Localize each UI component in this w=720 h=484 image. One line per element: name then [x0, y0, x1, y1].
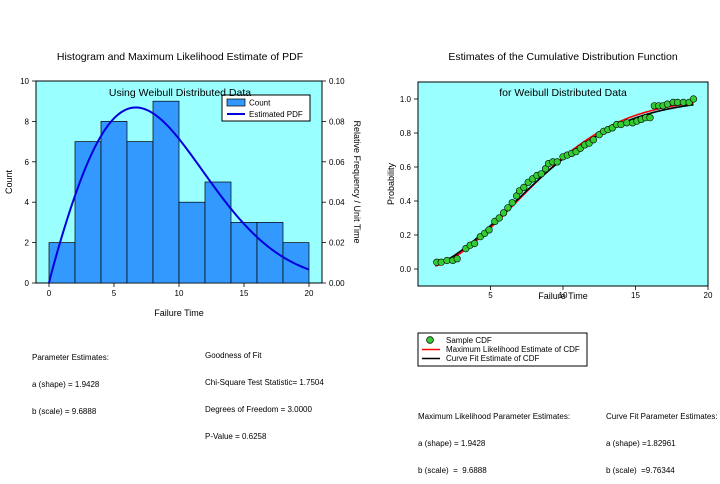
y-tick-label: 8	[25, 117, 30, 126]
y2-tick-label: 0.04	[329, 198, 345, 207]
cdf-title-line2: for Weibull Distributed Data	[499, 87, 627, 99]
histogram-bar	[48, 242, 76, 284]
cdf-title: Estimates of the Cumulative Distribution…	[403, 27, 720, 111]
histogram-axes: 0 5 10 15 20 0 2 4 6 8 10 0.00 0.02 0.04 0.06 0.08 0.10	[20, 77, 345, 298]
chi-square-statistic: Chi-Square Test Statistic= 1.7504	[205, 378, 324, 387]
sample-cdf-point	[504, 204, 512, 212]
cdf-y-tick-label: 0.4	[400, 197, 412, 206]
y-tick-label: 2	[25, 239, 30, 248]
sample-cdf-point	[553, 158, 561, 166]
x-tick-label: 5	[112, 289, 117, 298]
cdf-x-tick-label: 5	[488, 291, 493, 300]
estimated-pdf-line	[48, 106, 310, 284]
parameter-estimates-block: Parameter Estimates: a (shape) = 1.9428 …	[32, 335, 109, 425]
cdf-chart: 5 10 15 20 0.0 0.2 0.4 0.6 0.8 1.0 Failure Time P…	[386, 81, 713, 367]
histogram-bars	[48, 100, 310, 284]
y2-tick-label: 0.08	[329, 117, 345, 126]
histogram-bar	[126, 141, 154, 284]
y2-tick-label: 0.02	[329, 239, 345, 248]
cdf-legend: Sample CDF Maximum Likelihood Estimate o…	[417, 332, 588, 367]
parameter-estimates-heading: Parameter Estimates:	[32, 353, 109, 362]
cdf-x-tick-label: 20	[704, 291, 713, 300]
mle-shape-estimate: a (shape) = 1.9428	[418, 439, 486, 448]
cdf-x-tick-label: 15	[631, 291, 640, 300]
x-tick-label: 10	[175, 289, 184, 298]
y-tick-label: 0	[25, 279, 30, 288]
x-tick-label: 15	[240, 289, 249, 298]
histogram-bar	[282, 242, 310, 284]
x-tick-label: 0	[47, 289, 52, 298]
degrees-of-freedom: Degrees of Freedom = 3.0000	[205, 405, 312, 414]
histogram-bar	[74, 141, 102, 284]
shape-estimate: a (shape) = 1.9428	[32, 380, 100, 389]
y2-tick-label: 0.10	[329, 77, 345, 86]
histogram-legend: Count Estimated PDF	[221, 94, 311, 122]
legend-pdf-label: Estimated PDF	[249, 110, 303, 119]
legend-mle-cdf-label: Maximum Likelihood Estimate of CDF	[446, 345, 580, 354]
sample-cdf-point	[508, 199, 516, 207]
cdf-y-tick-label: 0.6	[400, 163, 412, 172]
sample-cdf-point	[453, 255, 461, 263]
histogram-bar	[256, 222, 284, 284]
y2-tick-label: 0.06	[329, 158, 345, 167]
legend-sample-cdf-label: Sample CDF	[446, 336, 492, 345]
cdf-y-axis-label: Probability	[386, 162, 396, 205]
legend-count-label: Count	[249, 99, 271, 108]
legend-sample-cdf-marker	[426, 336, 434, 344]
cdf-y-tick-label: 0.8	[400, 129, 412, 138]
sample-cdf-point	[537, 170, 545, 178]
fit-scale-estimate: b (scale) =9.76344	[606, 466, 675, 475]
scale-estimate: b (scale) = 9.6888	[32, 407, 97, 416]
sample-cdf-point	[470, 239, 479, 248]
y2-tick-label: 0.00	[329, 279, 345, 288]
cdf-axes: 5 10 15 20 0.0 0.2 0.4 0.6 0.8 1.0	[400, 95, 713, 300]
cdf-y-tick-label: 0.0	[400, 265, 412, 274]
histogram-bar	[100, 121, 128, 284]
legend-fit-cdf-label: Curve Fit Estimate of CDF	[446, 354, 539, 363]
fit-parameter-heading: Curve Fit Parameter Estimates:	[606, 412, 718, 421]
y-tick-label: 6	[25, 158, 30, 167]
fit-parameter-block: Curve Fit Parameter Estimates: a (shape)…	[606, 394, 718, 484]
histogram-y2-axis-label: Relative Frequency / Unit Time	[352, 120, 362, 243]
cdf-y-tick-label: 0.2	[400, 231, 412, 240]
sample-cdf-point	[646, 114, 654, 122]
histogram-chart: 0 5 10 15 2002468100.000.020.040.060.080.10 …	[4, 77, 362, 318]
sample-cdf-point	[689, 95, 698, 103]
y-tick-label: 10	[20, 77, 29, 86]
histogram-title-line2: Using Weibull Distributed Data	[108, 87, 252, 99]
histogram-title: Histogram and Maximum Likelihood Estimat…	[20, 27, 340, 111]
cdf-plot-area	[417, 81, 709, 287]
legend-count-swatch	[226, 98, 246, 107]
goodness-of-fit-heading: Goodness of Fit	[205, 351, 262, 360]
mle-parameter-heading: Maximum Likelihood Parameter Estimates:	[418, 412, 571, 421]
cdf-x-tick-label: 10	[559, 291, 568, 300]
figure-canvas: 0 5 10 15 2002468100.000.020.040.060.080.10 …	[4, 77, 713, 367]
cdf-y-tick-label: 1.0	[400, 95, 412, 104]
mle-scale-estimate: b (scale) = 9.6888	[418, 466, 487, 475]
sample-cdf-point	[499, 209, 508, 217]
histogram-title-line1: Histogram and Maximum Likelihood Estimat…	[56, 51, 304, 63]
x-tick-label: 20	[305, 289, 314, 298]
histogram-y-axis-label: Count	[4, 170, 14, 195]
histogram-x-axis-label: Failure Time	[154, 308, 204, 318]
sample-cdf-point	[485, 226, 493, 234]
sample-cdf-point	[589, 136, 598, 144]
sample-cdf-point	[495, 214, 503, 222]
histogram-bar	[178, 201, 206, 284]
sample-cdf-point	[520, 183, 528, 191]
cdf-title-line1: Estimates of the Cumulative Distribution…	[448, 51, 678, 63]
mle-parameter-block: Maximum Likelihood Parameter Estimates: …	[418, 394, 570, 484]
cdf-x-axis-label: Failure Time	[538, 291, 588, 301]
goodness-of-fit-block: Goodness of Fit Chi-Square Test Statisti…	[205, 333, 324, 450]
histogram-bar	[204, 181, 232, 284]
sample-cdf-points	[433, 95, 698, 266]
y-tick-label: 4	[25, 198, 30, 207]
fit-shape-estimate: a (shape) =1.82961	[606, 439, 676, 448]
histogram-bar	[230, 222, 258, 284]
histogram-bar	[152, 100, 180, 284]
